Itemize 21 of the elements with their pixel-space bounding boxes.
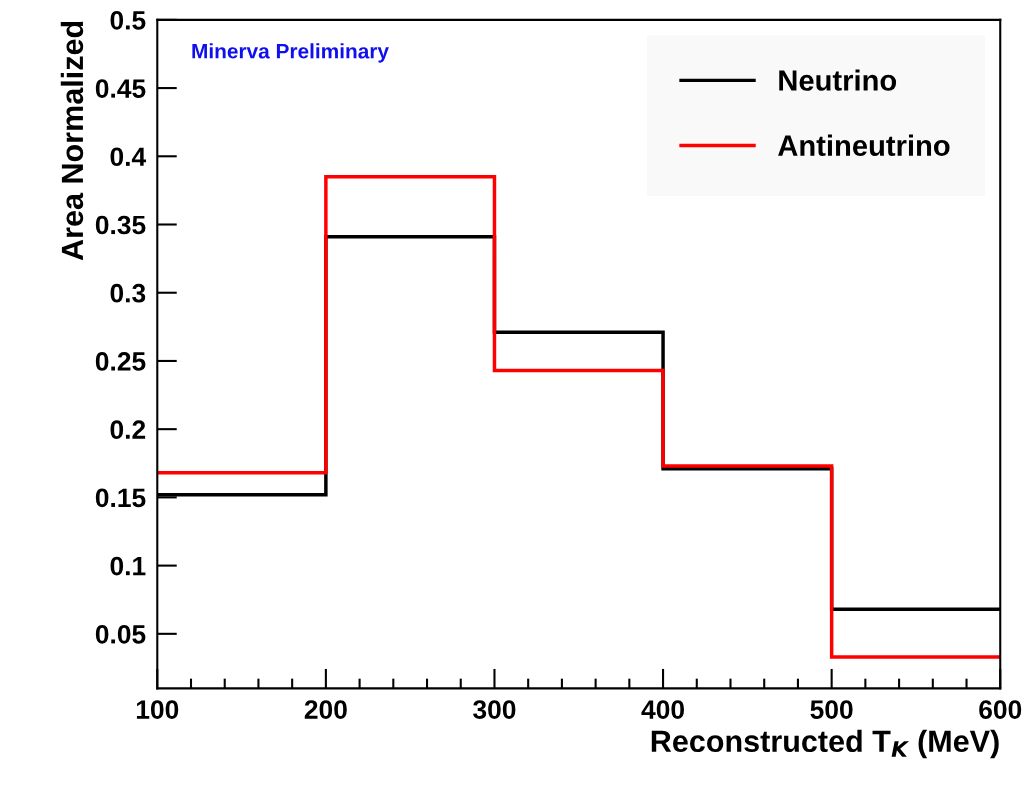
- x-tick-label: 300: [473, 700, 516, 719]
- y-tick-label: 0.45: [95, 79, 146, 98]
- x-tick-label: 100: [136, 700, 179, 719]
- y-tick-label: 0.15: [95, 488, 146, 508]
- y-tick-label: 0.25: [95, 352, 146, 371]
- annotation: Minerva Preliminary: [192, 43, 389, 63]
- y-tick-label: 0.2: [110, 420, 146, 439]
- y-tick-label: 0.1: [110, 556, 146, 576]
- y-tick-label: 0.3: [110, 283, 146, 303]
- legend-label: Antineutrino: [778, 134, 950, 156]
- y-tick-label: 0.35: [95, 215, 146, 235]
- y-tick-label: 0.05: [95, 624, 146, 644]
- x-tick-label: 200: [304, 700, 347, 719]
- y-tick-label: 0.5: [110, 10, 146, 30]
- x-tick-label: 500: [810, 700, 853, 719]
- y-tick-label: 0.4: [110, 147, 147, 167]
- x-tick-label: 400: [641, 700, 684, 719]
- y-axis-title: Area Normalized: [60, 21, 84, 261]
- x-tick-label: 600: [979, 700, 1022, 719]
- x-axis-title: Reconstructed T$_{K}$ (MeV): [651, 729, 999, 759]
- legend-label: Neutrino: [779, 69, 897, 91]
